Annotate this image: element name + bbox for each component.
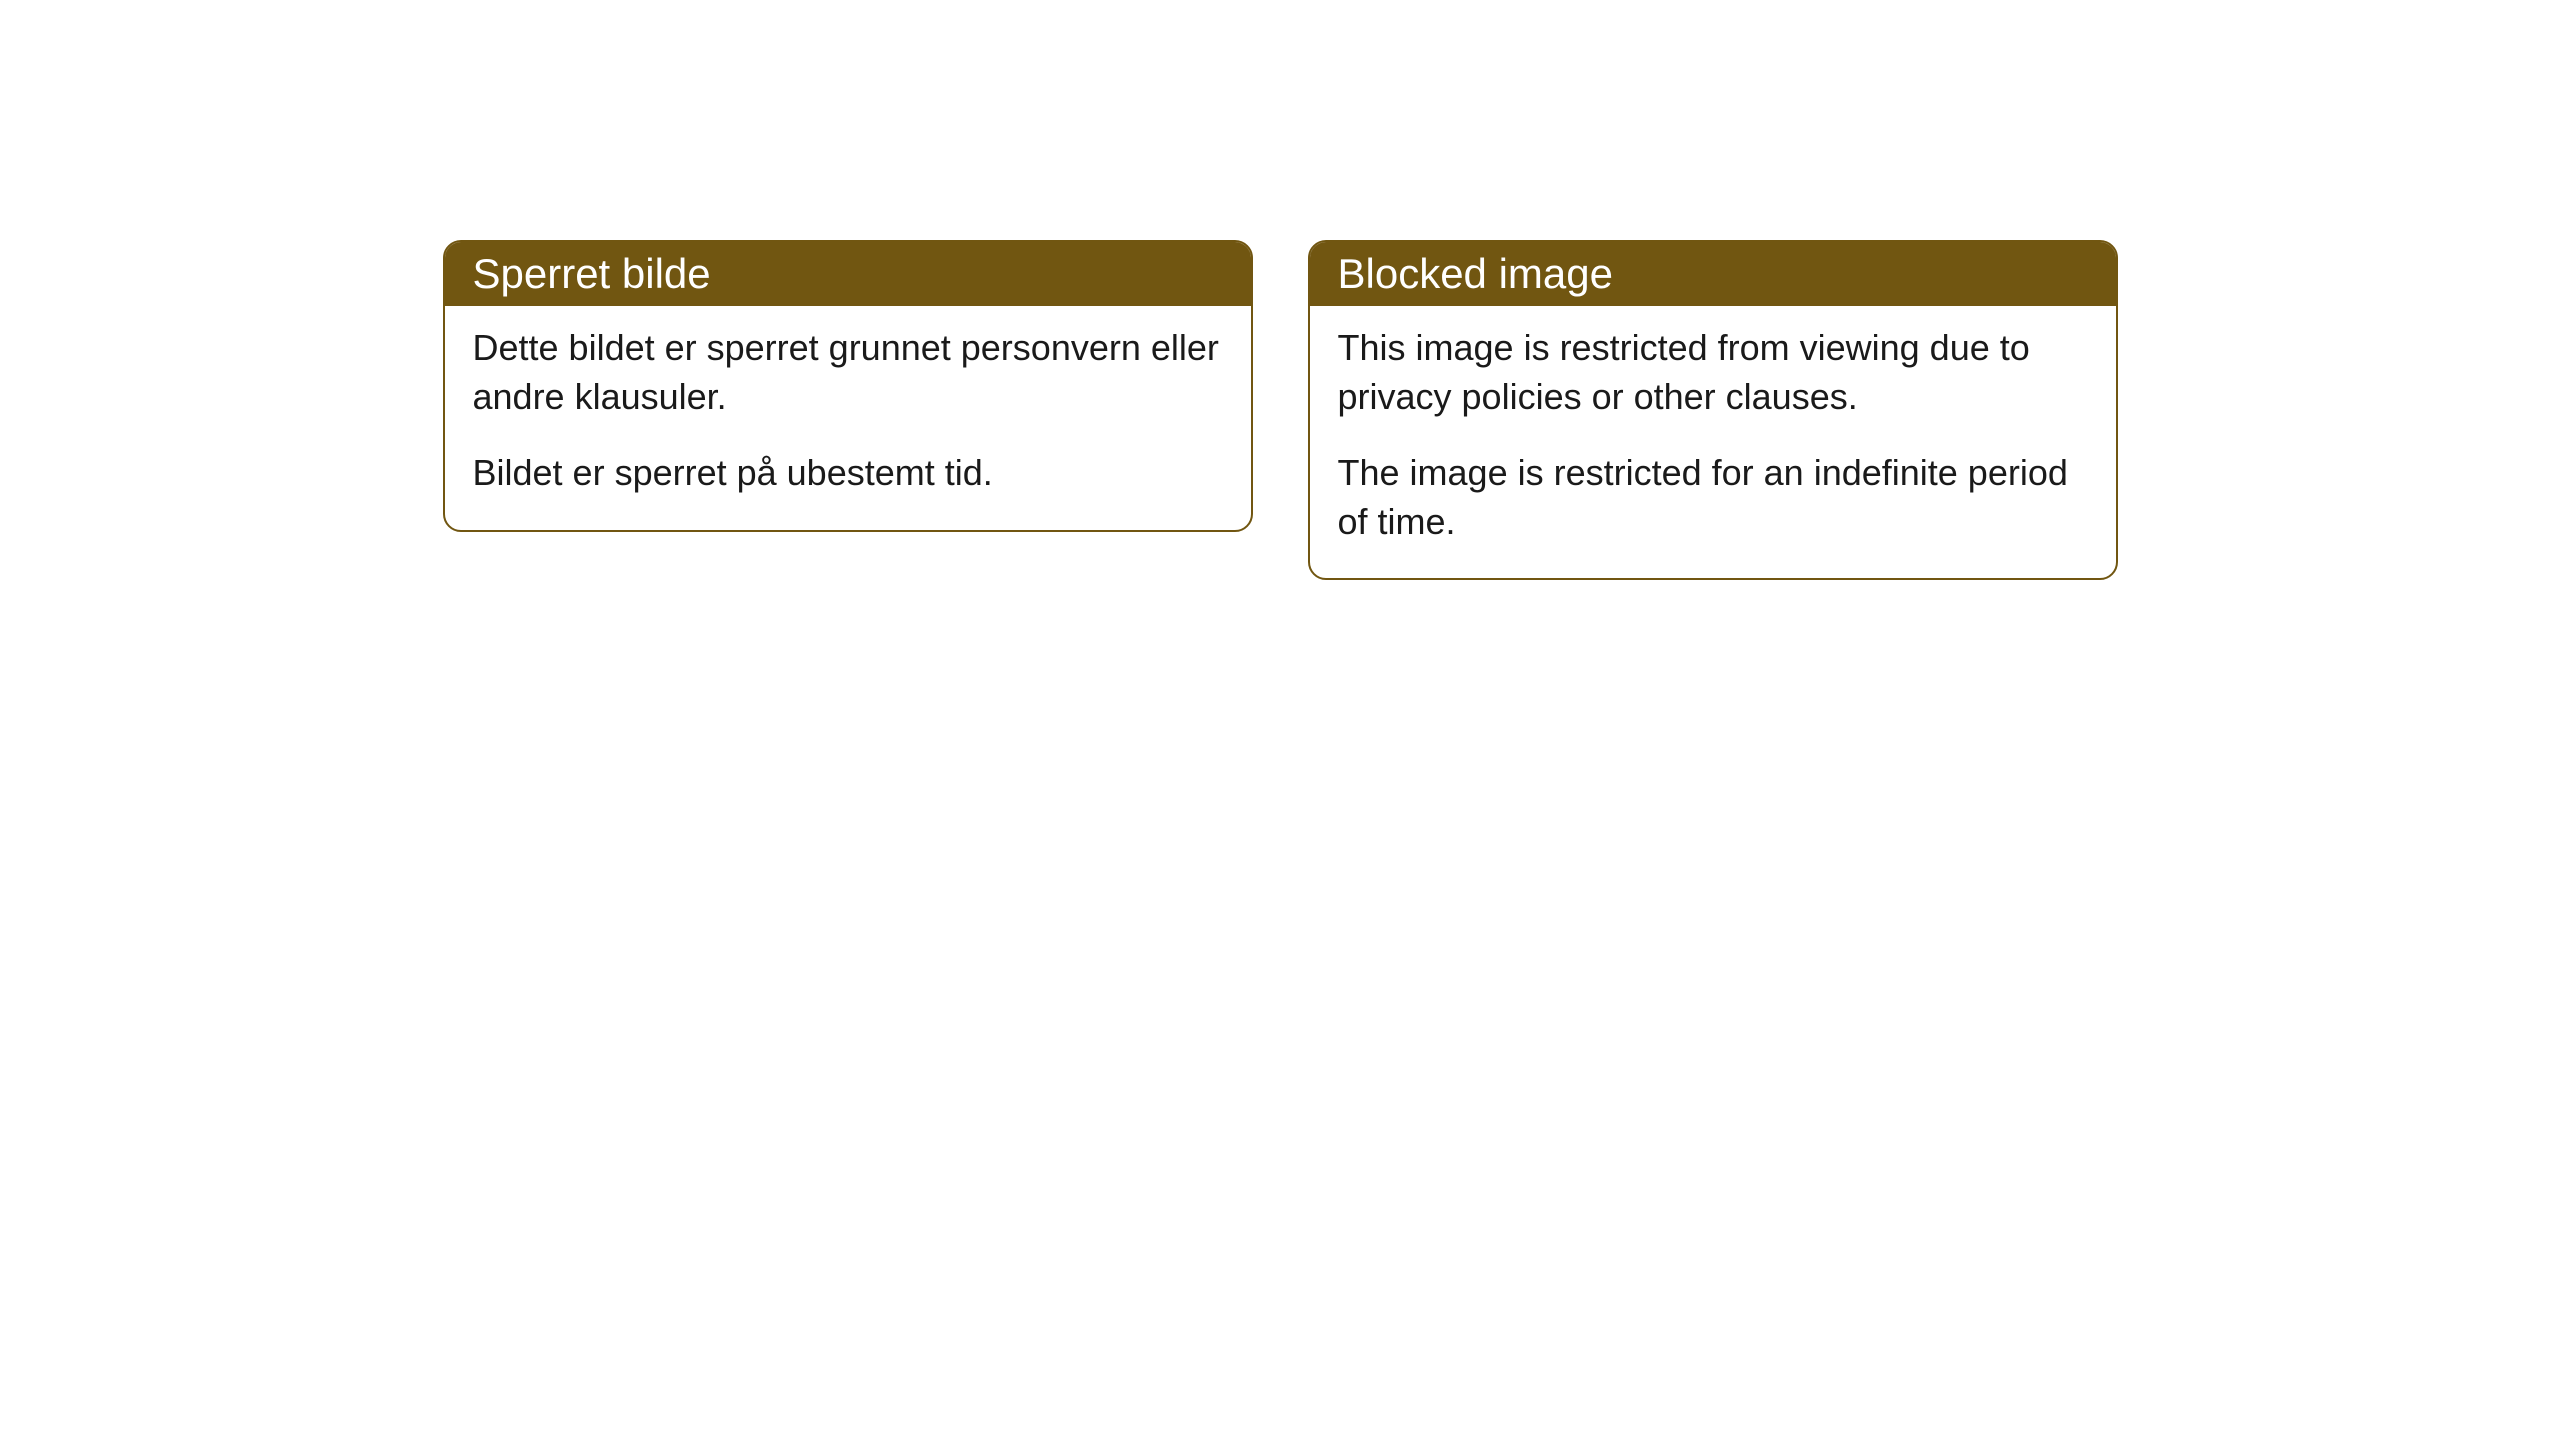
card-body-en: This image is restricted from viewing du… [1310,306,2116,578]
blocked-image-card-nb: Sperret bilde Dette bildet er sperret gr… [443,240,1253,532]
card-header-nb: Sperret bilde [445,242,1251,306]
card-paragraph-en-1: This image is restricted from viewing du… [1338,324,2088,421]
card-paragraph-nb-1: Dette bildet er sperret grunnet personve… [473,324,1223,421]
card-title-nb: Sperret bilde [473,250,711,297]
card-paragraph-nb-2: Bildet er sperret på ubestemt tid. [473,449,1223,498]
card-paragraph-en-2: The image is restricted for an indefinit… [1338,449,2088,546]
card-header-en: Blocked image [1310,242,2116,306]
card-body-nb: Dette bildet er sperret grunnet personve… [445,306,1251,530]
card-title-en: Blocked image [1338,250,1613,297]
blocked-image-card-en: Blocked image This image is restricted f… [1308,240,2118,580]
